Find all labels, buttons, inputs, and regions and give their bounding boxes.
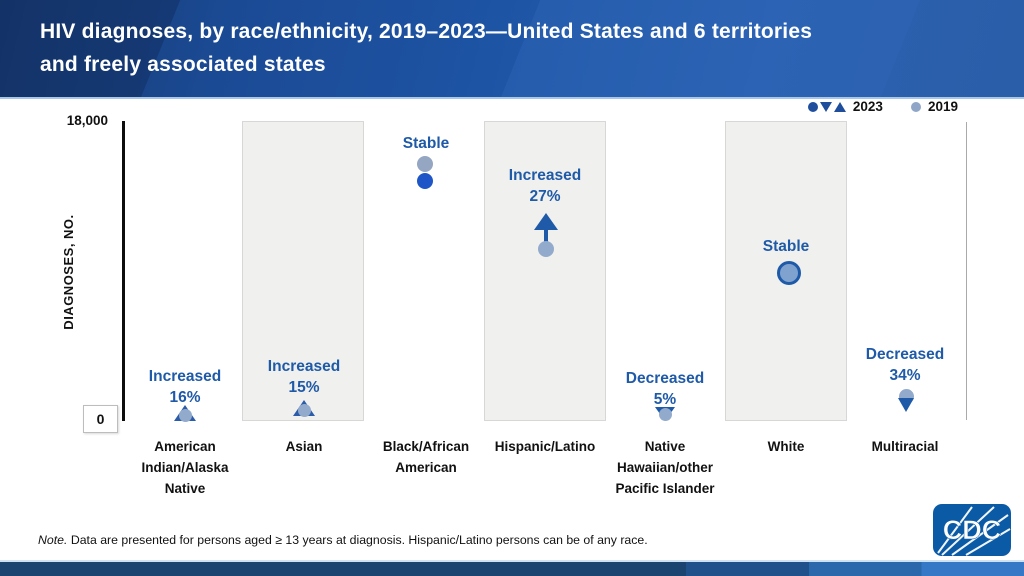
category-line: Multiracial	[871, 439, 939, 454]
legend-2019-circle-icon	[910, 101, 921, 112]
marker-multiracial-down-arrow-icon	[897, 389, 915, 415]
category-line: American	[395, 460, 457, 475]
category-label-asian: Asian	[229, 436, 379, 457]
band-asian	[242, 121, 364, 421]
trend-word: Decreased	[865, 346, 945, 363]
marker-black-stable-dots-icon	[417, 156, 434, 190]
category-label-black: Black/African American	[351, 436, 501, 478]
circle-2019-icon	[417, 156, 433, 172]
trend-label-black: Stable	[351, 133, 501, 154]
category-label-white: White	[711, 436, 861, 457]
slide-title-line1: HIV diagnoses, by race/ethnicity, 2019–2…	[40, 20, 813, 43]
category-line: Native	[644, 439, 686, 454]
circle-2019-icon	[658, 408, 672, 421]
trend-word: Decreased	[625, 370, 705, 387]
circle-2019-icon	[297, 403, 311, 417]
category-line: Pacific Islander	[615, 481, 715, 496]
trend-label-white: Stable	[711, 236, 861, 257]
plot-right-edge	[966, 122, 967, 420]
category-line: Indian/Alaska	[141, 460, 229, 475]
category-line: Native	[164, 481, 206, 496]
header-banner: HIV diagnoses, by race/ethnicity, 2019–2…	[0, 0, 1024, 99]
trend-label-aian: Increased 16%	[110, 366, 260, 408]
category-line: Black/African	[382, 439, 470, 454]
footnote-prefix: Note.	[38, 533, 68, 547]
category-label-aian: American Indian/Alaska Native	[110, 436, 260, 499]
trend-label-asian: Increased 15%	[229, 356, 379, 398]
cdc-logo-text: CDC	[943, 515, 1002, 545]
slide-title-line2: and freely associated states	[40, 53, 326, 76]
circle-2019-icon	[538, 241, 554, 257]
trend-label-multiracial: Decreased 34%	[830, 344, 980, 386]
trend-word: Increased	[508, 167, 582, 184]
category-label-hispanic: Hispanic/Latino	[470, 436, 620, 457]
marker-hispanic-up-arrow-icon	[534, 213, 558, 257]
y-axis-title: DIAGNOSES, NO.	[61, 214, 76, 330]
footnote-body: Data are presented for persons aged ≥ 13…	[70, 533, 648, 547]
category-line: White	[767, 439, 805, 454]
category-line: Hawaiian/other	[616, 460, 714, 475]
legend-2023-label: 2023	[852, 99, 883, 114]
y-axis-line	[122, 121, 125, 421]
marker-aian-up-triangle-icon	[174, 405, 196, 422]
slide-title: HIV diagnoses, by race/ethnicity, 2019–2…	[40, 15, 812, 81]
marker-asian-up-triangle-icon	[293, 400, 315, 417]
circle-2023-icon	[417, 173, 433, 189]
category-label-multiracial: Multiracial	[830, 436, 980, 457]
trend-word: Stable	[762, 238, 810, 255]
trend-percent: 15%	[288, 379, 320, 396]
category-line: American	[154, 439, 216, 454]
arrow-stem	[544, 228, 548, 246]
legend-2023-triangle-up-icon	[833, 101, 846, 112]
footer-bar	[0, 562, 1024, 576]
legend-2023-markers	[807, 101, 846, 112]
trend-label-hispanic: Increased 27%	[470, 165, 620, 207]
marker-nhpi-down-triangle-icon	[655, 407, 675, 424]
footnote: Note. Data are presented for persons age…	[38, 533, 648, 547]
trend-percent: 16%	[169, 389, 201, 406]
category-label-nhpi: Native Hawaiian/other Pacific Islander	[590, 436, 740, 499]
chart-legend: 2023 2019	[807, 99, 958, 114]
arrowhead-2023-icon	[534, 213, 558, 230]
triangle-down-2023-icon	[898, 398, 914, 412]
cdc-logo: CDC	[932, 503, 1012, 562]
y-axis-max-label: 18,000	[66, 113, 108, 128]
trend-percent: 34%	[889, 367, 921, 384]
trend-percent: 27%	[529, 188, 561, 205]
legend-2023-triangle-down-icon	[819, 101, 832, 112]
trend-word: Increased	[148, 368, 222, 385]
marker-white-stable-circle-icon	[777, 261, 801, 285]
trend-word: Increased	[267, 358, 341, 375]
trend-word: Stable	[402, 135, 450, 152]
category-line: Hispanic/Latino	[494, 439, 596, 454]
legend-2023-circle-icon	[807, 101, 818, 112]
band-hispanic-latino	[484, 121, 606, 421]
circle-2019-icon	[178, 408, 192, 422]
footer-accent-line	[0, 560, 1024, 562]
y-axis-zero-label: 0	[83, 405, 118, 433]
trend-label-nhpi: Decreased 5%	[590, 368, 740, 410]
category-line: Asian	[285, 439, 323, 454]
legend-2019-label: 2019	[927, 99, 958, 114]
trend-percent: 5%	[653, 391, 677, 408]
cdc-logo-graphic: CDC	[933, 504, 1011, 556]
